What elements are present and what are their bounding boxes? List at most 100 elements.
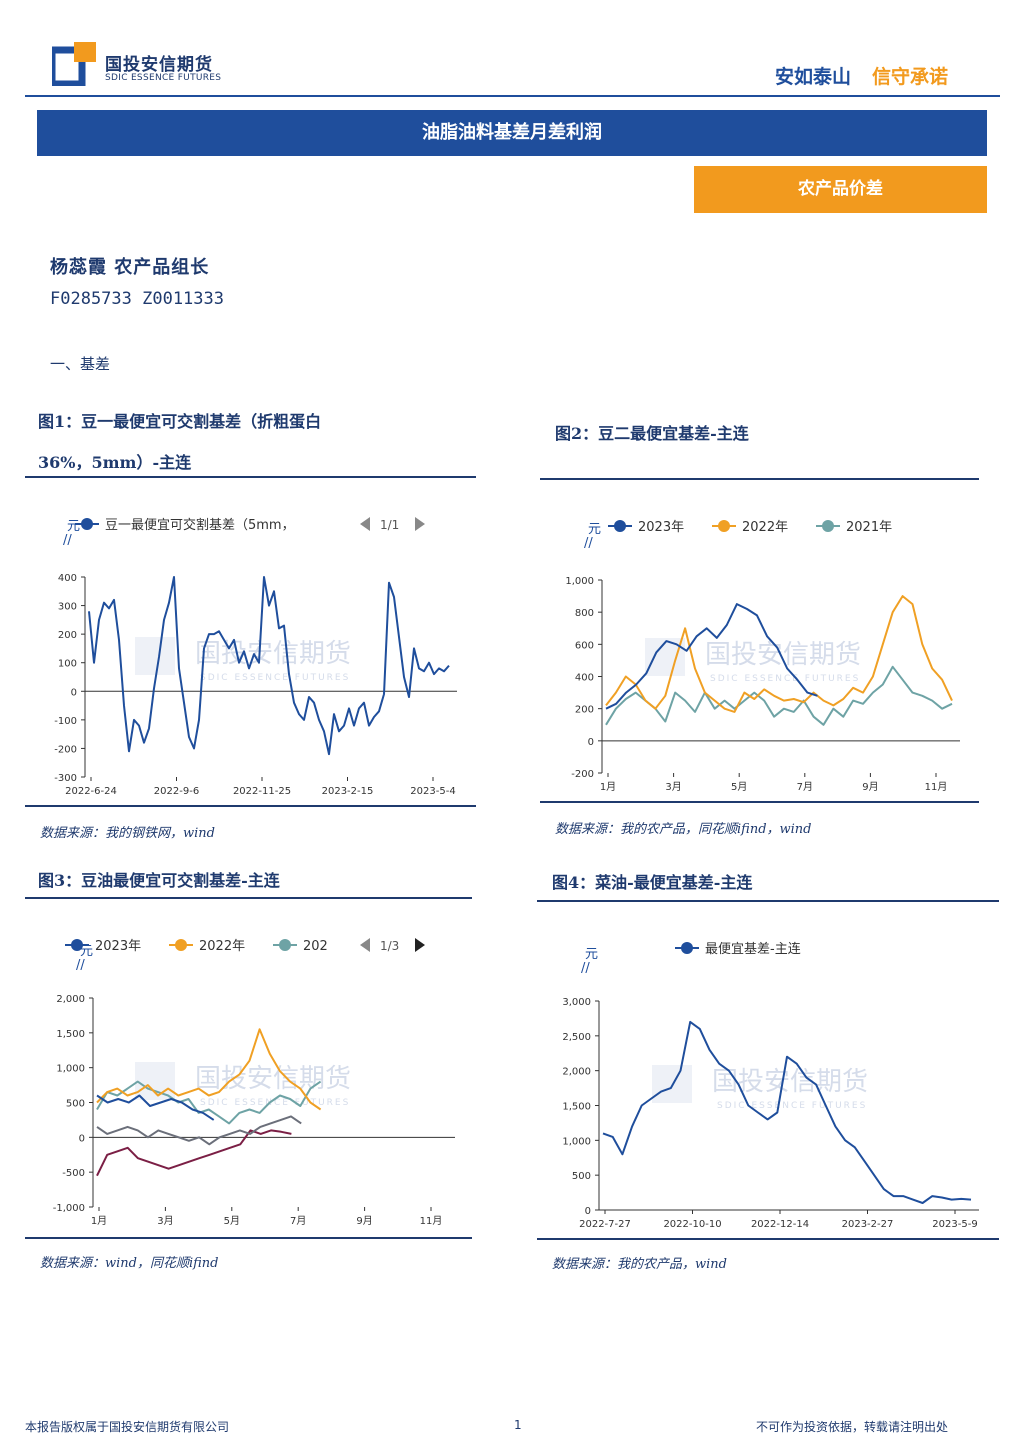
y-tick-label: -1,000 bbox=[53, 1203, 85, 1214]
series-line bbox=[96, 1094, 215, 1121]
legend-label: 2022年 bbox=[199, 939, 245, 954]
x-tick-label: 2022-12-14 bbox=[751, 1219, 809, 1230]
pager-next-icon bbox=[415, 517, 425, 531]
legend-label: 2023年 bbox=[95, 939, 141, 954]
report-title: 油脂油料基差月差利润 bbox=[37, 110, 987, 156]
figure-4-source: 数据来源：我的农产品，wind bbox=[552, 1257, 727, 1272]
unit-label-bottom: // bbox=[584, 536, 593, 551]
x-tick-label: 5月 bbox=[731, 781, 747, 793]
watermark-subtext: SDIC ESSENCE FUTURES bbox=[200, 673, 350, 683]
series-line bbox=[88, 576, 450, 756]
y-tick-label: 500 bbox=[66, 1099, 85, 1110]
unit-label-bottom: // bbox=[76, 958, 85, 973]
y-tick-label: -100 bbox=[54, 716, 77, 727]
series-line bbox=[605, 603, 818, 710]
figure-4-bottom-rule bbox=[537, 1238, 999, 1240]
figure-2-top-rule bbox=[540, 478, 979, 480]
pager-label: 1/3 bbox=[380, 939, 399, 953]
x-tick-label: 2023-5-4 bbox=[410, 786, 455, 797]
legend-marker bbox=[71, 939, 83, 951]
logo-mark bbox=[52, 42, 96, 86]
legend-marker bbox=[614, 520, 626, 532]
unit-label-top: 元 bbox=[585, 947, 598, 962]
watermark-subtext: SDIC ESSENCE FUTURES bbox=[717, 1101, 867, 1111]
x-tick-label: 5月 bbox=[224, 1215, 240, 1227]
x-tick-label: 3月 bbox=[665, 781, 681, 793]
x-tick-label: 7月 bbox=[797, 781, 813, 793]
x-tick-label: 2023-2-27 bbox=[842, 1219, 894, 1230]
legend-marker bbox=[81, 518, 93, 530]
figure-1-source: 数据来源：我的钢铁网，wind bbox=[40, 826, 215, 841]
figure-2-source: 数据来源：我的农产品，同花顺ifind，wind bbox=[555, 822, 812, 837]
series-line bbox=[605, 595, 953, 713]
unit-label-bottom: // bbox=[63, 533, 72, 548]
footer-copyright: 本报告版权属于国投安信期货有限公司 bbox=[25, 1420, 230, 1434]
series-line bbox=[96, 1115, 302, 1146]
figure-1-bottom-rule bbox=[25, 805, 476, 807]
y-tick-label: 2,000 bbox=[562, 1067, 591, 1078]
series-line bbox=[96, 1129, 292, 1177]
watermark-logo bbox=[135, 637, 175, 675]
legend-marker bbox=[822, 520, 834, 532]
x-tick-label: 2023-5-9 bbox=[932, 1219, 977, 1230]
pager-prev-icon bbox=[360, 517, 370, 531]
unit-label-top: 元 bbox=[80, 944, 93, 959]
x-tick-label: 9月 bbox=[862, 781, 878, 793]
pager-label: 1/1 bbox=[380, 518, 399, 532]
y-tick-label: 1,000 bbox=[562, 1136, 591, 1147]
slogan-part-a: 安如泰山 bbox=[775, 66, 852, 88]
x-tick-label: 7月 bbox=[290, 1215, 306, 1227]
header-divider bbox=[25, 95, 1000, 97]
pager-prev-icon bbox=[360, 938, 370, 952]
x-tick-label: 2022-7-27 bbox=[579, 1219, 631, 1230]
watermark-subtext: SDIC ESSENCE FUTURES bbox=[710, 674, 860, 684]
y-tick-label: 200 bbox=[575, 705, 594, 716]
figure-3-bottom-rule bbox=[25, 1237, 472, 1239]
watermark-text: 国投安信期货 bbox=[195, 1064, 351, 1094]
x-tick-label: 3月 bbox=[157, 1215, 173, 1227]
category-tag: 农产品价差 bbox=[694, 166, 987, 213]
y-tick-label: 600 bbox=[575, 640, 594, 651]
unit-label-top: 元 bbox=[67, 519, 80, 534]
legend-label: 202 bbox=[303, 939, 328, 954]
logo-text: 国投安信期货 bbox=[105, 55, 213, 75]
page-number: 1 bbox=[514, 1418, 522, 1432]
legend-label: 豆一最便宜可交割基差（5mm， bbox=[105, 517, 295, 533]
slogan-part-b: 信守承诺 bbox=[872, 66, 949, 88]
series-line bbox=[96, 1080, 322, 1125]
unit-label-bottom: // bbox=[581, 961, 590, 976]
y-tick-label: 400 bbox=[575, 673, 594, 684]
y-tick-label: -200 bbox=[571, 769, 594, 780]
watermark-text: 国投安信期货 bbox=[705, 640, 861, 670]
figure-3-chart: 国投安信期货 SDIC ESSENCE FUTURES 元// -1,000 -500 0… bbox=[53, 938, 455, 1227]
figure-1-top-rule bbox=[25, 476, 476, 478]
figure-2-bottom-rule bbox=[540, 801, 979, 803]
legend-marker bbox=[681, 942, 693, 954]
figure-4-top-rule bbox=[537, 900, 999, 902]
y-tick-label: 300 bbox=[58, 602, 77, 613]
y-tick-label: 0 bbox=[79, 1133, 85, 1144]
legend-label: 最便宜基差-主连 bbox=[705, 941, 801, 957]
figure-1-chart: 国投安信期货 SDIC ESSENCE FUTURES 元// -300 -200 -10… bbox=[54, 517, 457, 797]
author-line: 杨蕊霞 农产品组长 bbox=[50, 257, 210, 278]
x-tick-label: 1月 bbox=[91, 1215, 107, 1227]
y-tick-label: -300 bbox=[54, 773, 77, 784]
figure-2-chart: 国投安信期货 SDIC ESSENCE FUTURES 元// -200 0 200 400… bbox=[565, 520, 960, 793]
y-tick-label: 0 bbox=[588, 737, 594, 748]
watermark-logo bbox=[135, 1062, 175, 1100]
x-tick-label: 9月 bbox=[356, 1215, 372, 1227]
y-tick-label: 500 bbox=[572, 1171, 591, 1182]
legend-label: 2021年 bbox=[846, 520, 892, 535]
y-tick-label: 200 bbox=[58, 630, 77, 641]
y-tick-label: 1,500 bbox=[56, 1029, 85, 1040]
y-tick-label: 0 bbox=[585, 1206, 591, 1217]
y-tick-label: 0 bbox=[71, 687, 77, 698]
figure-3-title: 图3：豆油最便宜可交割基差-主连 bbox=[38, 871, 280, 890]
y-tick-label: 2,500 bbox=[562, 1032, 591, 1043]
section-heading: 一、基差 bbox=[50, 355, 111, 373]
footer-disclaimer: 不可作为投资依据，转载请注明出处 bbox=[756, 1420, 949, 1434]
unit-label-top: 元 bbox=[588, 522, 601, 537]
y-tick-label: 1,500 bbox=[562, 1102, 591, 1113]
y-tick-label: -500 bbox=[62, 1168, 85, 1179]
y-tick-label: 2,000 bbox=[56, 994, 85, 1005]
